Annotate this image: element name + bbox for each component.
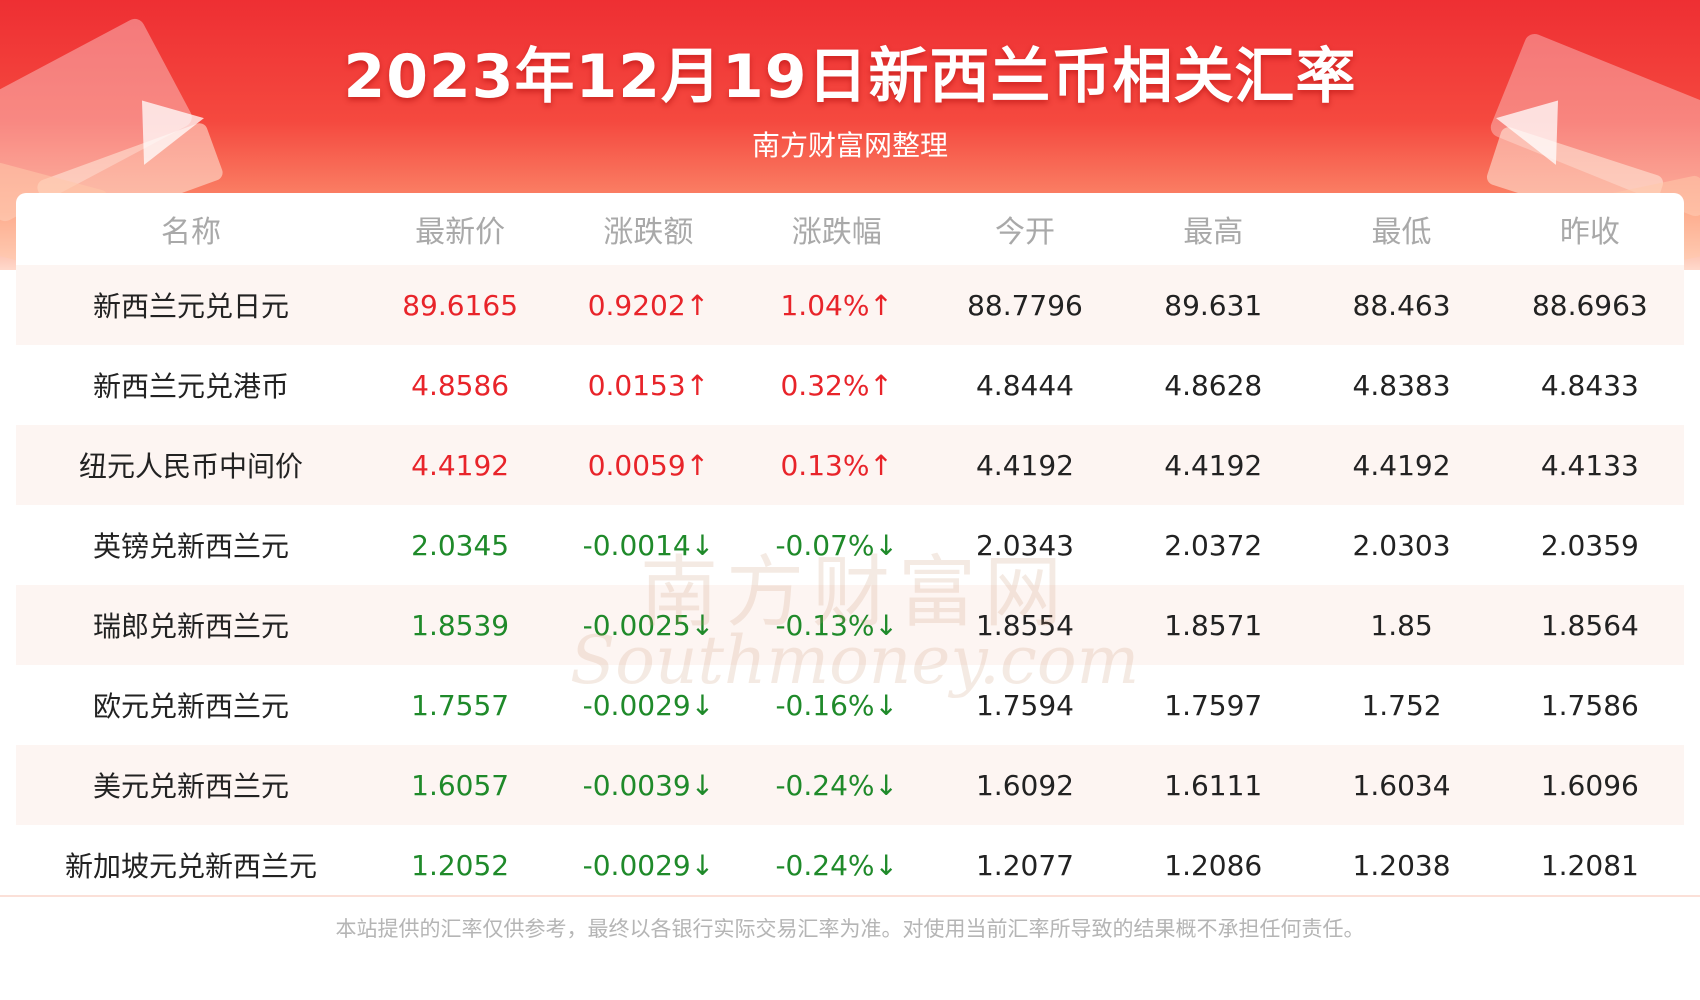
table-row: 美元兑新西兰元 1.6057 -0.0039↓ -0.24%↓ 1.6092 1… bbox=[16, 745, 1684, 825]
pair-name: 英镑兑新西兰元 bbox=[16, 505, 366, 585]
latest-price: 1.7557 bbox=[366, 665, 555, 745]
high-price: 1.2086 bbox=[1119, 825, 1308, 895]
low-price: 1.2038 bbox=[1307, 825, 1496, 895]
change-percent: -0.24%↓ bbox=[742, 825, 931, 895]
latest-price: 1.8539 bbox=[366, 585, 555, 665]
prev-close-price: 1.6096 bbox=[1495, 745, 1684, 825]
footer-divider bbox=[0, 895, 1700, 897]
change-percent: -0.16%↓ bbox=[742, 665, 931, 745]
pair-name: 新加坡元兑新西兰元 bbox=[16, 825, 366, 895]
high-price: 1.6111 bbox=[1119, 745, 1308, 825]
open-price: 1.6092 bbox=[930, 745, 1120, 825]
change-amount: -0.0025↓ bbox=[554, 585, 743, 665]
table-header-row: 名称 最新价 涨跌额 涨跌幅 今开 最高 最低 昨收 bbox=[16, 193, 1684, 265]
pair-name: 美元兑新西兰元 bbox=[16, 745, 366, 825]
low-price: 4.4192 bbox=[1307, 425, 1496, 505]
latest-price: 2.0345 bbox=[366, 505, 555, 585]
high-price: 89.631 bbox=[1119, 265, 1308, 345]
column-header-change: 涨跌额 bbox=[603, 215, 694, 250]
open-price: 4.8444 bbox=[930, 345, 1120, 425]
low-price: 1.752 bbox=[1307, 665, 1496, 745]
change-percent: 0.32%↑ bbox=[742, 345, 931, 425]
open-price: 1.7594 bbox=[930, 665, 1120, 745]
table-row: 新西兰元兑日元 89.6165 0.9202↑ 1.04%↑ 88.7796 8… bbox=[16, 265, 1684, 345]
page-subtitle: 南方财富网整理 bbox=[751, 129, 948, 162]
low-price: 1.6034 bbox=[1307, 745, 1496, 825]
prev-close-price: 1.8564 bbox=[1495, 585, 1684, 665]
high-price: 4.4192 bbox=[1119, 425, 1308, 505]
prev-close-price: 2.0359 bbox=[1495, 505, 1684, 585]
latest-price: 1.6057 bbox=[366, 745, 555, 825]
change-amount: -0.0014↓ bbox=[554, 505, 743, 585]
column-header-high: 最高 bbox=[1183, 215, 1244, 250]
low-price: 4.8383 bbox=[1307, 345, 1496, 425]
open-price: 4.4192 bbox=[930, 425, 1120, 505]
high-price: 2.0372 bbox=[1119, 505, 1308, 585]
prev-close-price: 88.6963 bbox=[1495, 265, 1684, 345]
pair-name: 新西兰元兑日元 bbox=[16, 265, 366, 345]
table-row: 纽元人民币中间价 4.4192 0.0059↑ 0.13%↑ 4.4192 4.… bbox=[16, 425, 1684, 505]
pair-name: 新西兰元兑港币 bbox=[16, 345, 366, 425]
table-row: 瑞郎兑新西兰元 1.8539 -0.0025↓ -0.13%↓ 1.8554 1… bbox=[16, 585, 1684, 665]
low-price: 2.0303 bbox=[1307, 505, 1496, 585]
table-row: 英镑兑新西兰元 2.0345 -0.0014↓ -0.07%↓ 2.0343 2… bbox=[16, 505, 1684, 585]
column-header-latest: 最新价 bbox=[415, 215, 506, 250]
high-price: 1.7597 bbox=[1119, 665, 1308, 745]
latest-price: 1.2052 bbox=[366, 825, 555, 895]
change-percent: -0.13%↓ bbox=[742, 585, 931, 665]
change-percent: 0.13%↑ bbox=[742, 425, 931, 505]
footer-disclaimer: 本站提供的汇率仅供参考，最终以各银行实际交易汇率为准。对使用当前汇率所导致的结果… bbox=[335, 917, 1365, 941]
rate-table-card: 名称 最新价 涨跌额 涨跌幅 今开 最高 最低 昨收 新西兰元兑日元 89.61… bbox=[16, 193, 1684, 895]
latest-price: 89.6165 bbox=[366, 265, 555, 345]
change-percent: -0.07%↓ bbox=[742, 505, 931, 585]
column-header-prev-close: 昨收 bbox=[1559, 215, 1620, 250]
prev-close-price: 4.8433 bbox=[1495, 345, 1684, 425]
table-row: 欧元兑新西兰元 1.7557 -0.0029↓ -0.16%↓ 1.7594 1… bbox=[16, 665, 1684, 745]
prev-close-price: 1.2081 bbox=[1495, 825, 1684, 895]
latest-price: 4.4192 bbox=[366, 425, 555, 505]
high-price: 4.8628 bbox=[1119, 345, 1308, 425]
pair-name: 欧元兑新西兰元 bbox=[16, 665, 366, 745]
page-title: 2023年12月19日新西兰币相关汇率 bbox=[343, 42, 1357, 112]
pair-name: 纽元人民币中间价 bbox=[16, 425, 366, 505]
change-percent: 1.04%↑ bbox=[742, 265, 931, 345]
open-price: 1.2077 bbox=[930, 825, 1120, 895]
latest-price: 4.8586 bbox=[366, 345, 555, 425]
open-price: 88.7796 bbox=[930, 265, 1120, 345]
change-amount: -0.0039↓ bbox=[554, 745, 743, 825]
change-amount: 0.0153↑ bbox=[554, 345, 743, 425]
low-price: 1.85 bbox=[1307, 585, 1496, 665]
column-header-change-pct: 涨跌幅 bbox=[791, 215, 882, 250]
change-amount: 0.9202↑ bbox=[554, 265, 743, 345]
pair-name: 瑞郎兑新西兰元 bbox=[16, 585, 366, 665]
column-header-open: 今开 bbox=[994, 215, 1055, 250]
high-price: 1.8571 bbox=[1119, 585, 1308, 665]
prev-close-price: 1.7586 bbox=[1495, 665, 1684, 745]
exchange-rate-table: 名称 最新价 涨跌额 涨跌幅 今开 最高 最低 昨收 新西兰元兑日元 89.61… bbox=[16, 193, 1684, 895]
low-price: 88.463 bbox=[1307, 265, 1496, 345]
open-price: 2.0343 bbox=[930, 505, 1120, 585]
change-amount: -0.0029↓ bbox=[554, 825, 743, 895]
prev-close-price: 4.4133 bbox=[1495, 425, 1684, 505]
open-price: 1.8554 bbox=[930, 585, 1120, 665]
change-amount: -0.0029↓ bbox=[554, 665, 743, 745]
change-percent: -0.24%↓ bbox=[742, 745, 931, 825]
column-header-name: 名称 bbox=[161, 215, 221, 250]
table-row: 新西兰元兑港币 4.8586 0.0153↑ 0.32%↑ 4.8444 4.8… bbox=[16, 345, 1684, 425]
column-header-low: 最低 bbox=[1371, 215, 1432, 250]
change-amount: 0.0059↑ bbox=[554, 425, 743, 505]
table-row: 新加坡元兑新西兰元 1.2052 -0.0029↓ -0.24%↓ 1.2077… bbox=[16, 825, 1684, 895]
